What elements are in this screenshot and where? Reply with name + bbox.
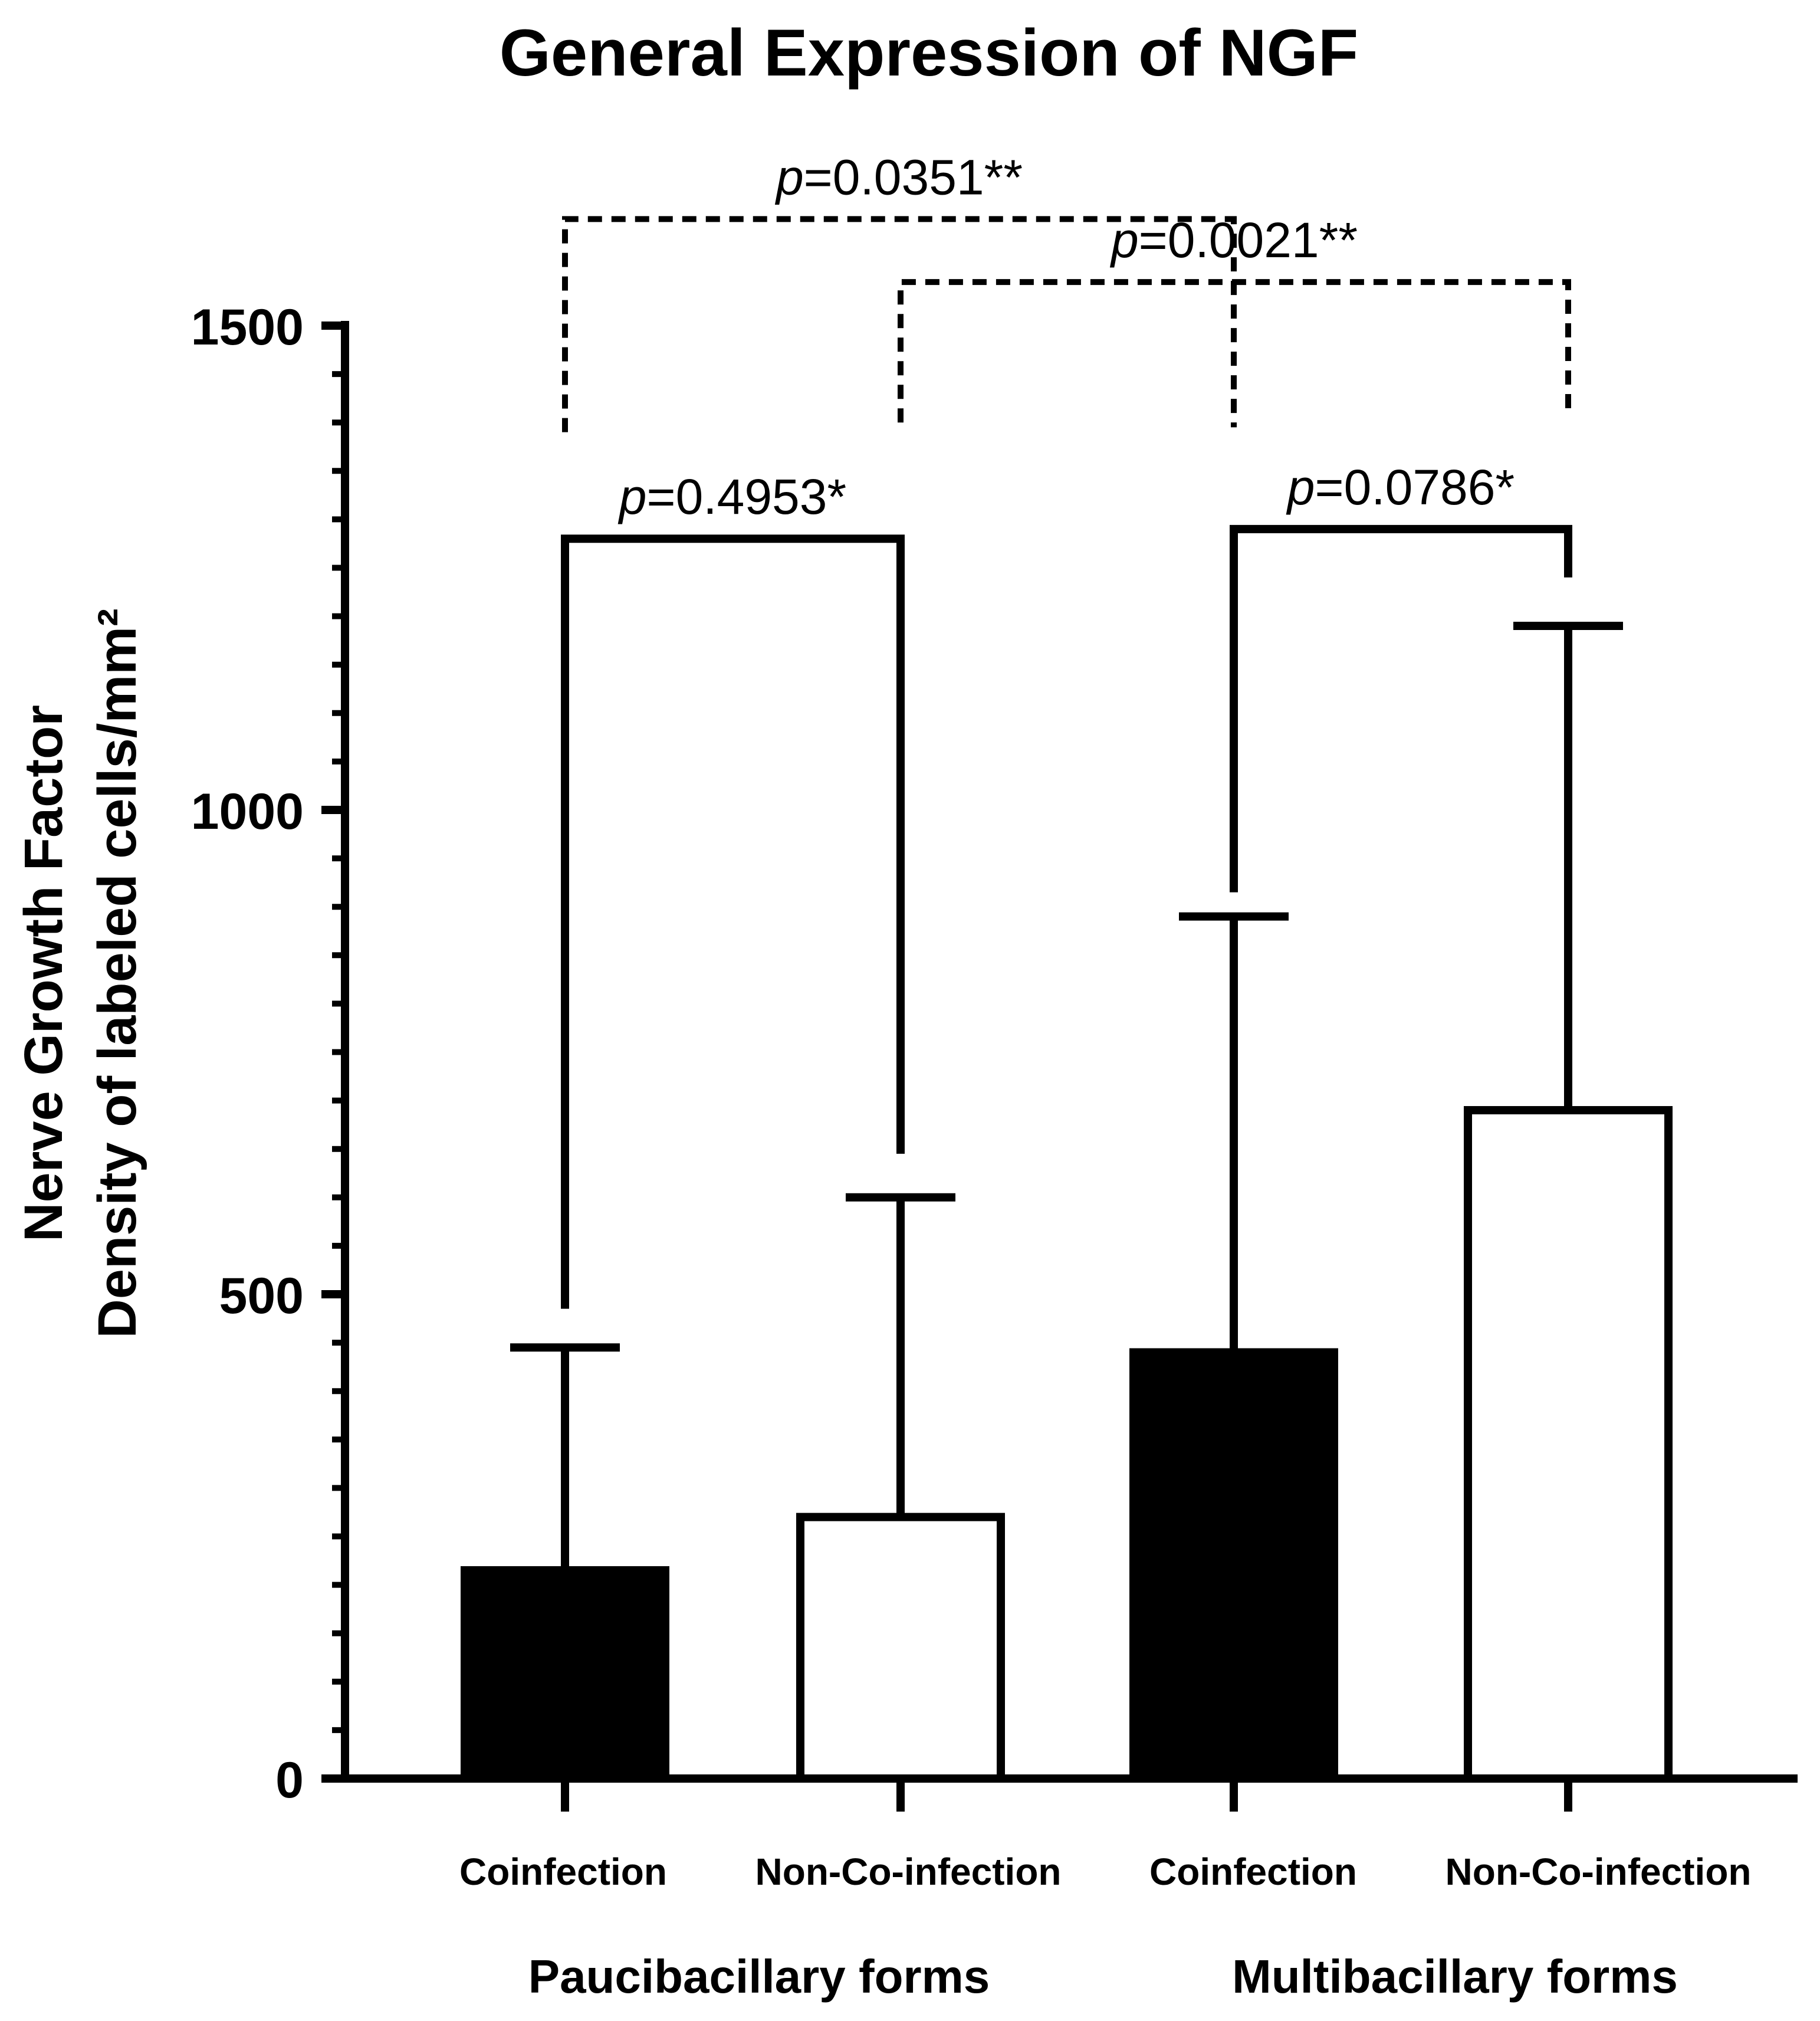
- p-value-label-4: p=0.0021**: [1109, 212, 1358, 268]
- significance-bracket-2: [1230, 524, 1572, 893]
- significance-bracket-1: [561, 534, 905, 1309]
- p-value-text-3: =0.0351**: [804, 149, 1023, 205]
- significance-brackets-layer: p=0.4953* p=0.0786*p=0.0351**p=0.0021**: [561, 149, 1572, 1309]
- p-value-label-1: p=0.4953*: [617, 469, 846, 524]
- y-tick-label-0: 0: [275, 1752, 304, 1809]
- chart-title: General Expression of NGF: [500, 16, 1358, 90]
- bar-2: [796, 1513, 1005, 1783]
- p-value-italic-3: p: [774, 149, 804, 205]
- p-value-italic-2: p: [1286, 460, 1315, 515]
- x-category-label-4: Non-Co-infection: [1446, 1851, 1752, 1893]
- bars-layer: [461, 1106, 1673, 1783]
- axes-layer: [321, 321, 1798, 1812]
- error-bars-layer: [510, 622, 1623, 1570]
- bar-3: [1129, 1348, 1338, 1783]
- y-tick-label-1500: 1500: [191, 299, 304, 356]
- p-value-label-3: p=0.0351**: [774, 149, 1023, 205]
- p-value-text-2: =0.0786*: [1315, 460, 1515, 515]
- p-value-text-4: =0.0021**: [1139, 212, 1358, 268]
- p-value-text-1: =0.4953*: [647, 469, 847, 524]
- y-tick-label-1000: 1000: [191, 783, 304, 840]
- bar-1: [461, 1566, 669, 1783]
- y-tick-label-500: 500: [219, 1268, 304, 1324]
- p-value-label-2: p=0.0786*: [1286, 460, 1515, 515]
- significance-bracket-4: [898, 279, 1571, 423]
- bar-4: [1464, 1106, 1673, 1783]
- p-value-italic-4: p: [1109, 212, 1139, 268]
- x-group-label-2: Multibacillary forms: [1232, 1950, 1678, 2003]
- y-axis-label-line-2: Density of labeled cells/mm²: [87, 608, 147, 1338]
- y-axis-label-line-1: Nerve Growth Factor: [14, 705, 74, 1242]
- y-axis-label: Nerve Growth Factor Density of labeled c…: [14, 608, 147, 1338]
- x-category-label-2: Non-Co-infection: [755, 1851, 1062, 1893]
- x-category-label-1: Coinfection: [459, 1851, 667, 1893]
- x-category-label-3: Coinfection: [1149, 1851, 1357, 1893]
- x-group-label-1: Paucibacillary forms: [528, 1950, 990, 2003]
- axis-labels-layer: 0 500 1000 1500 Coinfection Non-Co-infection C…: [191, 299, 1752, 2003]
- significance-bracket-3: [562, 216, 1237, 432]
- p-value-italic-1: p: [617, 469, 647, 524]
